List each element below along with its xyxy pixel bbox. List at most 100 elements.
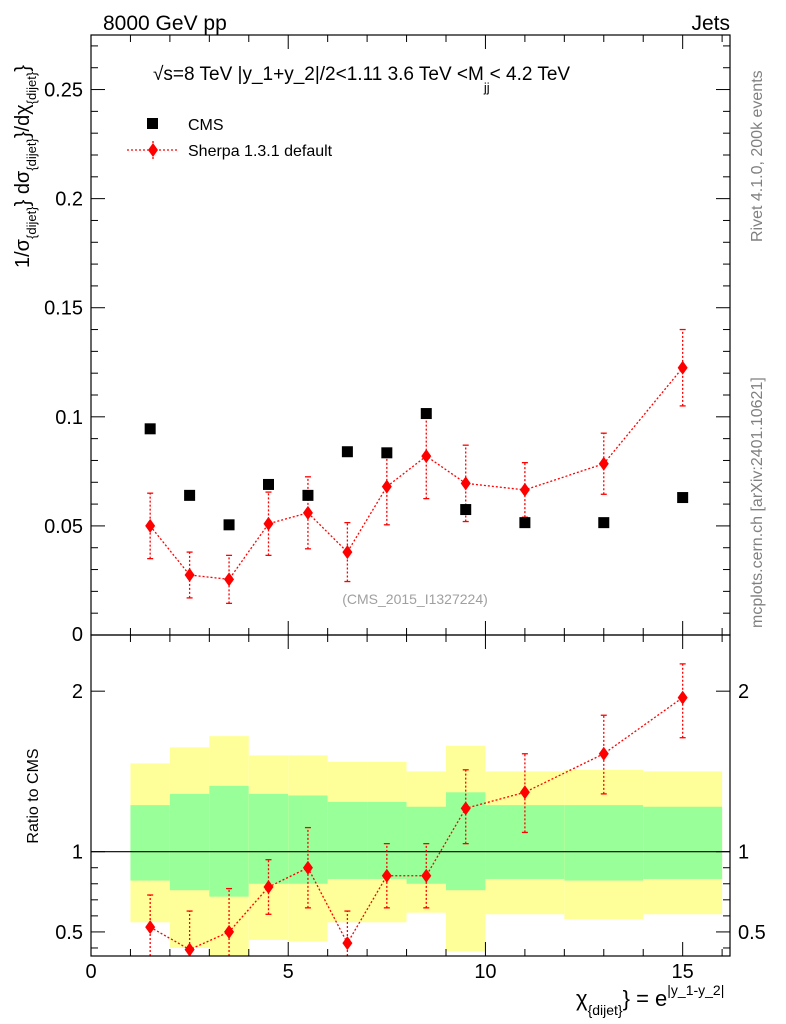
- cms-main-point: [381, 447, 393, 459]
- main-y-label-b: } dσ: [12, 170, 34, 206]
- sherpa-main-point: [381, 479, 392, 494]
- main-series-layer: [144, 328, 689, 605]
- ratio-y-tick-label-left: 1: [72, 842, 83, 864]
- header-right-label: Jets: [691, 12, 730, 35]
- x-label-sup: |y_1-y_2|: [667, 982, 724, 998]
- ratio-y-tick-label-left: 2: [72, 681, 83, 703]
- ratio-plot: 0.5 0.5 1 1 2 2 0 5 10 15 Ratio to CMS χ{dijet}} …: [25, 634, 766, 1018]
- mcplots-label: mcplots.cern.ch [arXiv:2401.10621]: [749, 377, 766, 628]
- sherpa-ratio-point: [224, 924, 235, 939]
- ratio-inner-band: [169, 793, 210, 891]
- cms-main-point: [420, 408, 432, 420]
- main-y-label-b-sub: {dijet}: [24, 138, 39, 171]
- sherpa-ratio-point: [145, 920, 156, 935]
- ratio-inner-band: [485, 805, 565, 879]
- legend-cms-marker: [147, 118, 158, 129]
- sherpa-ratio-point: [302, 860, 313, 875]
- main-watermark: (CMS_2015_I1327224): [342, 591, 488, 607]
- ratio-inner-band: [327, 801, 368, 879]
- sherpa-main-point: [677, 360, 688, 375]
- main-y-label-d: }: [12, 65, 34, 72]
- main-y-label: 1/σ{dijet}} dσ{dijet}}/dχ{dijet}}: [12, 65, 39, 268]
- ratio-inner-band: [130, 805, 170, 881]
- main-y-zero-label: 0: [72, 624, 83, 646]
- sherpa-main-point: [145, 518, 156, 533]
- cms-main-point: [519, 517, 531, 529]
- main-y-tick-label: 0.15: [44, 298, 83, 320]
- sherpa-ratio-point: [421, 868, 432, 883]
- ratio-inner-band: [643, 806, 723, 879]
- main-y-label-c-sub: {dijet}: [24, 71, 39, 104]
- sherpa-ratio-point: [460, 801, 471, 816]
- main-title-prefix: √s=8 TeV |y_1+y_2|/2<1.11 3.6 TeV <M: [153, 64, 484, 85]
- ratio-x-label: χ{dijet}} = e|y_1-y_2|: [576, 982, 724, 1018]
- cms-main-point: [302, 489, 314, 501]
- legend-sherpa-marker: [148, 143, 158, 157]
- main-title: √s=8 TeV |y_1+y_2|/2<1.11 3.6 TeV <Mjj< …: [153, 64, 570, 95]
- x-label-chi-sub: {dijet}: [588, 1002, 623, 1018]
- cms-main-point: [598, 517, 610, 529]
- cms-main-point: [144, 423, 156, 435]
- cms-main-point: [184, 489, 196, 501]
- ratio-inner-band: [564, 805, 644, 881]
- sherpa-ratio-line: [149, 697, 684, 951]
- sherpa-main-point: [421, 449, 432, 464]
- ratio-x-tick-label: 0: [85, 961, 96, 983]
- main-frame: [90, 34, 731, 636]
- sherpa-ratio-point: [263, 879, 274, 894]
- main-y-label-a-sub: {dijet}: [24, 206, 39, 239]
- ratio-y-tick-label-right: 2: [738, 681, 749, 703]
- main-title-suffix: < 4.2 TeV: [490, 64, 571, 85]
- ratio-y-tick-label-left: 0.5: [55, 922, 83, 944]
- sherpa-main-point: [460, 476, 471, 491]
- cms-main-point: [341, 446, 353, 458]
- main-y-label-a: 1/σ: [12, 238, 34, 268]
- sherpa-ratio-point: [677, 690, 688, 705]
- ratio-inner-band: [209, 785, 249, 897]
- legend-sherpa-label: Sherpa 1.3.1 default: [188, 143, 333, 160]
- ratio-y-tick-label-right: 1: [738, 842, 749, 864]
- sherpa-ratio-point: [519, 785, 530, 800]
- ratio-y-tick-label-right: 0.5: [738, 922, 766, 944]
- cms-main-point: [263, 478, 274, 490]
- sherpa-main-point: [224, 572, 235, 587]
- ratio-ticks: 0.5 0.5 1 1 2 2 0 5 10 15: [55, 635, 766, 983]
- ratio-x-tick-label: 15: [672, 961, 694, 983]
- legend-cms-label: CMS: [188, 117, 224, 134]
- main-title-subscript: jj: [483, 80, 490, 95]
- sherpa-main-line: [149, 367, 684, 581]
- sherpa-main-point: [184, 568, 195, 582]
- sherpa-ratio-point: [342, 936, 353, 951]
- sherpa-main-point: [263, 516, 274, 531]
- ratio-inner-band: [248, 793, 289, 884]
- sherpa-main-point: [302, 505, 313, 520]
- ratio-frame: [90, 634, 731, 957]
- main-y-tick-label: 0.25: [44, 80, 83, 102]
- ratio-x-tick-label: 10: [474, 961, 496, 983]
- main-y-tick-label: 0.1: [55, 407, 83, 429]
- cms-main-point: [223, 519, 235, 531]
- sherpa-main-point: [598, 456, 609, 471]
- ratio-band-layer: [91, 736, 730, 956]
- sherpa-main-point: [519, 482, 530, 497]
- main-y-tick-label: 0.2: [55, 189, 83, 211]
- ratio-series-layer: [145, 663, 688, 957]
- sherpa-ratio-point: [184, 942, 195, 957]
- main-ticks: 0.05 0.1 0.15 0.2 0.25 0: [44, 35, 730, 646]
- main-y-tick-label: 0.05: [44, 516, 83, 538]
- legend: CMS Sherpa 1.3.1 default: [127, 117, 333, 160]
- sherpa-ratio-point: [598, 746, 609, 761]
- header-left-label: 8000 GeV pp: [103, 12, 227, 35]
- cms-main-point: [460, 504, 472, 516]
- ratio-x-tick-label: 5: [283, 961, 294, 983]
- cms-main-point: [677, 492, 689, 504]
- sherpa-main-point: [342, 545, 353, 560]
- rivet-label: Rivet 4.1.0, 200k events: [749, 70, 766, 242]
- main-plot: (CMS_2015_I1327224) 0.050.10.150.20.250 …: [12, 34, 731, 646]
- ratio-y-label: Ratio to CMS: [25, 748, 42, 843]
- sherpa-ratio-point: [381, 868, 392, 883]
- main-y-label-c: }/dχ: [12, 104, 34, 138]
- x-label-mid: } = e: [623, 986, 668, 1011]
- x-label-chi: χ: [576, 986, 588, 1011]
